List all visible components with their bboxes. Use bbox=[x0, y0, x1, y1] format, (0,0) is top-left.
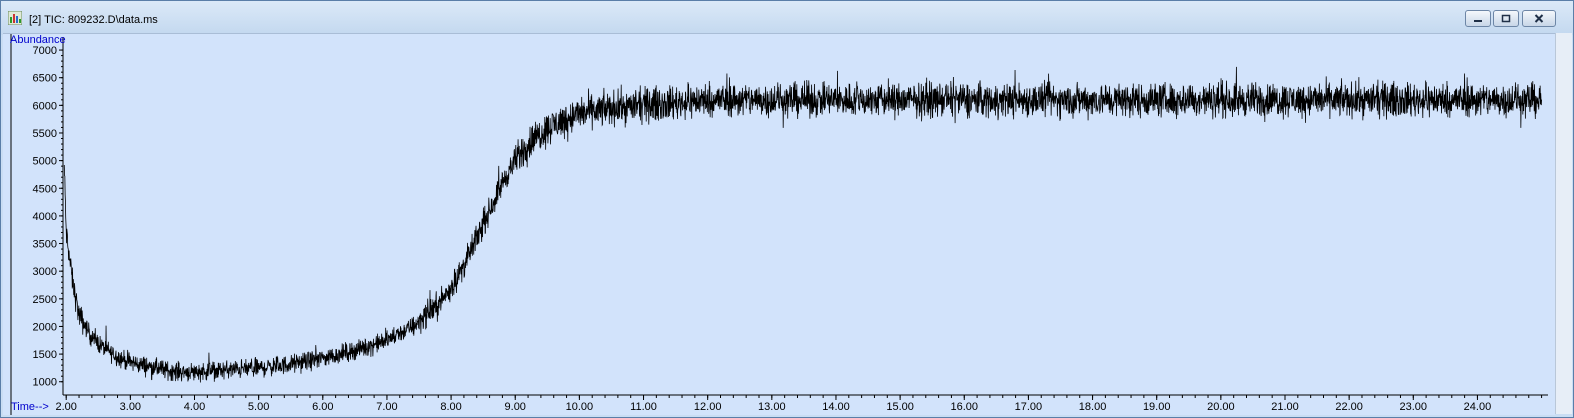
y-tick-label: 5500 bbox=[33, 128, 57, 140]
title-bar[interactable]: [2] TIC: 809232.D\data.ms bbox=[1, 1, 1573, 35]
x-tick-label: 23.00 bbox=[1400, 401, 1428, 413]
x-tick-label: 19.00 bbox=[1143, 401, 1171, 413]
y-tick-label: 4000 bbox=[33, 211, 57, 223]
x-tick-label: 21.00 bbox=[1271, 401, 1299, 413]
x-tick-label: 5.00 bbox=[248, 401, 269, 413]
y-tick-label: 5000 bbox=[33, 156, 57, 168]
x-tick-label: 10.00 bbox=[566, 401, 594, 413]
x-tick-label: 13.00 bbox=[758, 401, 786, 413]
minimize-button[interactable] bbox=[1465, 10, 1491, 27]
x-tick-label: 17.00 bbox=[1015, 401, 1043, 413]
y-tick-label: 2500 bbox=[33, 294, 57, 306]
y-tick-label: 1500 bbox=[33, 349, 57, 361]
x-tick-label: 15.00 bbox=[886, 401, 914, 413]
y-tick-label: 1000 bbox=[33, 377, 57, 389]
x-tick-label: 8.00 bbox=[440, 401, 461, 413]
x-tick-label: 22.00 bbox=[1335, 401, 1363, 413]
minimize-icon bbox=[1474, 19, 1482, 22]
x-tick-label: 7.00 bbox=[376, 401, 397, 413]
restore-button[interactable] bbox=[1493, 10, 1519, 27]
x-tick-label: 16.00 bbox=[950, 401, 978, 413]
tic-trace-line bbox=[63, 66, 1542, 383]
vertical-scrollbar[interactable] bbox=[1555, 33, 1572, 414]
x-tick-label: 12.00 bbox=[694, 401, 722, 413]
y-axis-label: Abundance bbox=[10, 34, 66, 46]
y-tick-label: 3500 bbox=[33, 239, 57, 251]
close-icon bbox=[1534, 14, 1544, 23]
y-tick-label: 4500 bbox=[33, 183, 57, 195]
x-tick-label: 18.00 bbox=[1079, 401, 1107, 413]
y-tick-label: 6500 bbox=[33, 73, 57, 85]
y-tick-label: 2000 bbox=[33, 321, 57, 333]
y-tick-label: 7000 bbox=[33, 45, 57, 57]
tic-chart: 1000 1500 2000 2500 3000 3500 4000 4500 5000 5500… bbox=[10, 34, 1548, 415]
x-tick-label: 14.00 bbox=[822, 401, 850, 413]
x-axis-label: Time--> bbox=[11, 401, 49, 413]
close-button[interactable] bbox=[1522, 10, 1556, 27]
x-tick-label: 3.00 bbox=[120, 401, 141, 413]
window-title: [2] TIC: 809232.D\data.ms bbox=[29, 14, 158, 26]
plot-area[interactable]: 1000 1500 2000 2500 3000 3500 4000 4500 5000 5500… bbox=[3, 33, 1555, 415]
y-tick-label: 6000 bbox=[33, 100, 57, 112]
restore-icon bbox=[1501, 14, 1511, 23]
y-tick-label: 3000 bbox=[33, 266, 57, 278]
x-tick-label: 11.00 bbox=[630, 401, 657, 413]
chromatogram-app-icon bbox=[8, 11, 22, 25]
x-tick-label: 2.00 bbox=[55, 401, 76, 413]
x-tick-label: 9.00 bbox=[505, 401, 526, 413]
x-tick-label: 20.00 bbox=[1207, 401, 1235, 413]
x-tick-label: 24.00 bbox=[1464, 401, 1492, 413]
x-tick-label: 6.00 bbox=[312, 401, 333, 413]
x-tick-label: 4.00 bbox=[184, 401, 205, 413]
